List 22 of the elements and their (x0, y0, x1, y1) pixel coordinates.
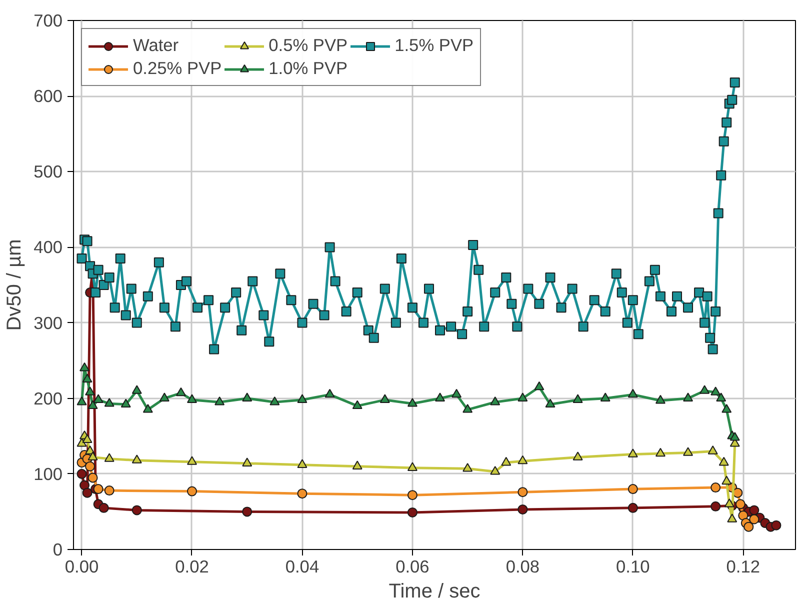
legend-label: 0.25% PVP (133, 58, 222, 79)
y-tick-label: 400 (34, 237, 63, 258)
x-tick-label: 0.04 (285, 556, 320, 576)
y-tick-label: 700 (34, 10, 63, 30)
legend-label: 0.5% PVP (268, 35, 348, 56)
x-tick-label: 0.08 (506, 556, 540, 576)
x-tick-label: 0.10 (616, 556, 650, 576)
y-tick-label: 200 (34, 388, 63, 408)
y-tick-label: 600 (34, 86, 63, 106)
x-tick-label: 0.12 (726, 556, 760, 576)
legend-label: Water (133, 35, 179, 56)
y-tick-label: 500 (34, 162, 63, 182)
x-tick-label: 0.02 (175, 556, 209, 576)
legend-label: 1.0% PVP (268, 58, 348, 79)
y-tick-label: 100 (34, 464, 63, 484)
y-tick-label: 0 (52, 540, 63, 560)
x-axis-title: Time / sec (388, 580, 480, 602)
y-axis-title: Dv50 / µm (4, 239, 26, 331)
x-tick-label: 0.06 (396, 556, 430, 576)
legend-label: 1.5% PVP (394, 35, 474, 56)
x-tick-label: 0.00 (64, 556, 99, 576)
y-tick-label: 300 (34, 312, 63, 333)
